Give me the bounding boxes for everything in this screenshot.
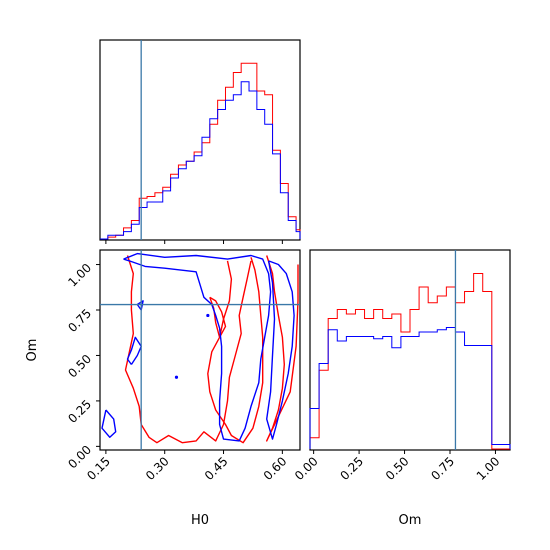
x-axis-label-om: Om <box>399 513 422 528</box>
contour-point-blue <box>174 375 179 379</box>
om-histogram-series-blue <box>309 327 511 449</box>
contour-x-tick-label: 0.30 <box>143 454 172 483</box>
contour-y-tick-label: 1.00 <box>65 261 94 290</box>
h0-histogram-panel <box>99 39 301 244</box>
contour-blue-2 <box>101 409 117 438</box>
contour-point-blue <box>206 313 210 318</box>
contour-x-tick-label: 0.15 <box>84 454 113 483</box>
om-x-ticks: 0.00 0.25 0.50 0.75 1.00 <box>292 450 503 483</box>
y-axis-label-om: Om <box>25 339 40 362</box>
contour-red-2 <box>266 255 299 442</box>
contour-red-0 <box>124 255 252 444</box>
om-x-tick-label: 0.25 <box>337 454 366 483</box>
contour-x-ticks: 0.15 0.30 0.45 0.60 <box>84 450 289 483</box>
contour-blue-1 <box>266 260 295 440</box>
om-x-tick-label: 0.75 <box>428 454 457 483</box>
contour-x-tick-label: 0.45 <box>202 454 231 483</box>
contour-blue-4 <box>136 300 144 311</box>
contours-series-blue <box>101 252 295 442</box>
om-x-tick-label: 1.00 <box>474 454 503 483</box>
contour-y-tick-label: 0.75 <box>65 306 94 335</box>
contour-blue-0 <box>123 252 272 442</box>
contour-red-3 <box>209 296 227 338</box>
h0-histogram-series-red <box>100 62 301 240</box>
om-x-tick-label: 0.50 <box>383 454 412 483</box>
h0-histogram-series-blue <box>100 81 301 240</box>
om-histogram-blue-line <box>309 327 511 449</box>
om-histogram-panel: 0.00 0.25 0.50 0.75 1.00 <box>292 249 511 483</box>
x-axis-label-h0: H0 <box>191 513 209 528</box>
contour-red-1 <box>207 257 264 444</box>
h0-histogram-frame <box>99 39 301 241</box>
contour-y-tick-label: 0.50 <box>65 352 94 381</box>
contour-y-ticks: 0.000.250.500.751.00 <box>65 261 100 471</box>
h0-om-contour-panel: 0.15 0.30 0.45 0.60 0.000.250.500.751.00 <box>65 249 301 483</box>
om-x-tick-label: 0.00 <box>292 454 321 483</box>
contour-y-tick-label: 0.25 <box>65 397 94 426</box>
om-histogram-frame <box>309 249 511 451</box>
contour-frame <box>99 249 301 451</box>
om-histogram-series-red <box>309 273 510 450</box>
h0-histogram-red-line <box>100 62 301 240</box>
h0-histogram-blue-line <box>100 81 301 240</box>
om-histogram-red-line <box>309 273 510 450</box>
h0-histogram-ticks <box>105 240 283 244</box>
contour-x-tick-label: 0.60 <box>261 454 290 483</box>
contour-blue-3 <box>126 336 142 365</box>
contours-series-red <box>124 255 299 444</box>
